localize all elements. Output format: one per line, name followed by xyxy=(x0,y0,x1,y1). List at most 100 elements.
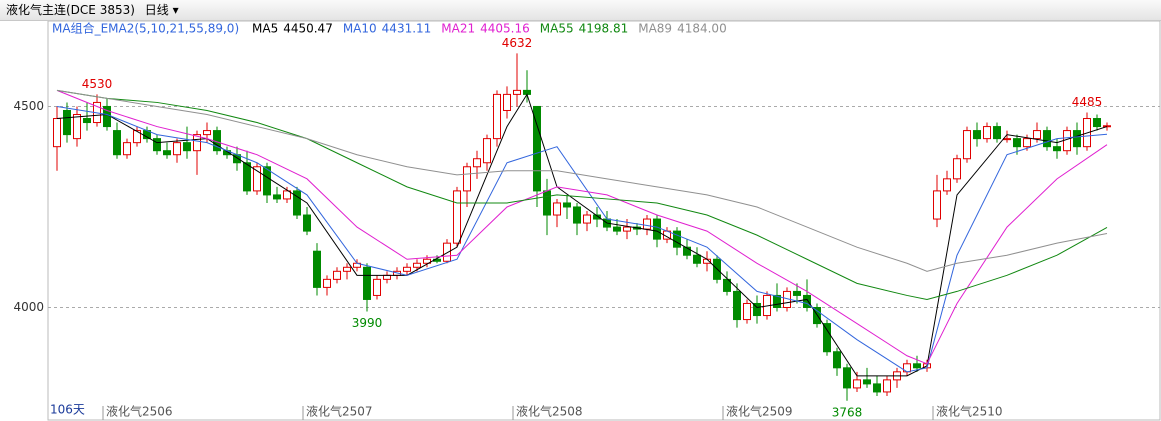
candle-body xyxy=(133,130,141,144)
candle-body xyxy=(1023,138,1031,148)
candle-body xyxy=(683,246,691,256)
candle-body xyxy=(1033,130,1041,140)
candle-body xyxy=(853,379,861,389)
candle-body xyxy=(63,109,71,136)
candle-body xyxy=(833,351,841,369)
plot-frame xyxy=(47,21,1161,421)
candle-body xyxy=(383,274,391,280)
candle-body xyxy=(973,130,981,140)
candle-body xyxy=(293,190,301,216)
candle-body xyxy=(453,190,461,244)
candle-body xyxy=(793,290,801,296)
candle-body xyxy=(843,367,851,389)
symbol[interactable]: 液化气主连(DCE 3853) xyxy=(6,3,135,17)
candle-body xyxy=(963,130,971,160)
ma-line xyxy=(56,105,1108,373)
candle-body xyxy=(513,89,521,95)
chart: MA组合_EMA2(5,10,21,55,89,0) 106天 4000 4500… xyxy=(13,21,1161,421)
legend-name: MA89 xyxy=(638,22,672,36)
candle-body xyxy=(753,302,761,317)
candle-body xyxy=(253,166,261,192)
candle-body xyxy=(193,134,201,152)
candle-body xyxy=(563,202,571,208)
annotation: 3768 xyxy=(832,405,863,419)
candle-body xyxy=(503,93,511,111)
candle-body xyxy=(153,138,161,152)
candle-body xyxy=(313,250,321,288)
candle-body xyxy=(933,190,941,220)
candle-body xyxy=(643,218,651,230)
toolbar: 液化气主连(DCE 3853) 日线 ▾ xyxy=(0,0,1161,21)
candle-body xyxy=(123,142,131,156)
candle-body xyxy=(553,202,561,216)
candle-body xyxy=(363,266,371,300)
candle-body xyxy=(113,130,121,156)
candle-body xyxy=(333,270,341,280)
y-tick-label: 4500 xyxy=(13,99,44,113)
candle-body xyxy=(443,242,451,262)
days-label: 106天 xyxy=(50,403,85,417)
candle-body xyxy=(883,379,891,393)
candle-body xyxy=(73,114,81,140)
annotation: 4530 xyxy=(82,77,113,91)
candle-body xyxy=(403,266,411,272)
annotation: 4485 xyxy=(1072,95,1103,109)
candle-body xyxy=(873,383,881,393)
period[interactable]: 日线 xyxy=(144,3,169,17)
x-tick-label: 液化气2509 xyxy=(726,404,793,419)
ma-line xyxy=(56,93,1108,377)
candle-body xyxy=(803,294,811,308)
candle-body xyxy=(163,150,171,156)
candle-body xyxy=(743,302,751,321)
ma-line xyxy=(56,89,1108,272)
candle-body xyxy=(573,206,581,224)
candle-body xyxy=(583,214,591,224)
candle-body xyxy=(693,254,701,264)
candle-body xyxy=(323,278,331,288)
legend-name: MA55 xyxy=(540,22,574,36)
candle-body xyxy=(473,158,481,168)
candle-body xyxy=(463,166,471,192)
x-tick-label: 液化气2508 xyxy=(516,404,583,419)
candle-body xyxy=(343,266,351,272)
legend-value: 4184.00 xyxy=(677,22,727,36)
candle-body xyxy=(173,142,181,156)
candle-body xyxy=(533,105,541,192)
candle-body xyxy=(203,130,211,136)
annotation: 3990 xyxy=(352,316,383,330)
legend-name: MA10 xyxy=(343,22,377,36)
candle-body xyxy=(593,214,601,220)
candle-body xyxy=(1073,130,1081,148)
candle-body xyxy=(543,190,551,216)
legend-value: 4405.16 xyxy=(480,22,530,36)
x-tick-label: 液化气2506 xyxy=(106,404,173,419)
candle-body xyxy=(483,138,491,164)
candle-body xyxy=(653,218,661,240)
legend-value: 4198.81 xyxy=(579,22,629,36)
legend-name: MA5 xyxy=(252,22,278,36)
candle-body xyxy=(1093,118,1101,128)
candle-body xyxy=(723,278,731,292)
x-tick-label: 液化气2510 xyxy=(936,404,1003,419)
candle-body xyxy=(83,118,91,124)
candle-body xyxy=(1053,146,1061,152)
candle-body xyxy=(183,142,191,152)
candle-body xyxy=(423,258,431,264)
candle-body xyxy=(913,363,921,369)
candle-body xyxy=(303,214,311,232)
candle-body xyxy=(493,93,501,140)
candle-body xyxy=(863,379,871,385)
legend-value: 4431.11 xyxy=(382,22,432,36)
candle-body xyxy=(373,278,381,296)
indicator[interactable]: MA组合_EMA2(5,10,21,55,89,0) xyxy=(52,21,239,36)
candle-body xyxy=(263,166,271,196)
candle-body xyxy=(943,178,951,192)
legend-value: 4450.47 xyxy=(283,22,333,36)
candle-body xyxy=(623,226,631,232)
ma-line xyxy=(56,89,1108,300)
candle-body xyxy=(953,158,961,180)
y-tick-label: 4000 xyxy=(13,300,44,314)
candle-body xyxy=(273,194,281,200)
candle-body xyxy=(773,294,781,308)
